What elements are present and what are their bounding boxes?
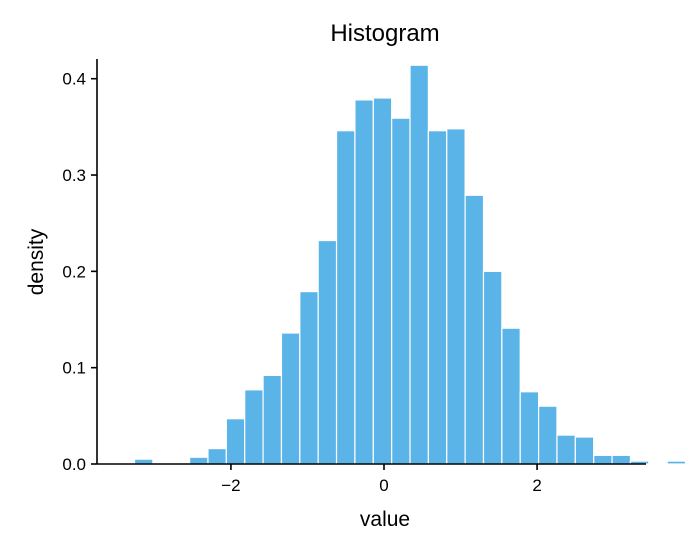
- histogram-bar: [446, 128, 466, 465]
- histogram-bar: [280, 332, 301, 465]
- histogram-bar: [611, 454, 632, 465]
- x-tick-label: −2: [221, 476, 240, 495]
- histogram-bar: [225, 418, 246, 465]
- axes-group: [96, 59, 646, 465]
- histogram-bar: [519, 391, 540, 465]
- histogram-bar: [244, 389, 264, 465]
- histogram-bar: [574, 436, 595, 465]
- histogram-bar: [335, 130, 356, 465]
- histogram-bar: [593, 454, 613, 465]
- bars-group: [133, 64, 687, 465]
- histogram-bar: [537, 405, 558, 465]
- y-tick-label: 0.2: [62, 262, 86, 281]
- histogram-bar: [464, 194, 485, 465]
- histogram-bar: [299, 290, 319, 465]
- x-axis-label: value: [360, 508, 410, 531]
- histogram-bar: [189, 456, 209, 465]
- histogram-bar: [482, 270, 503, 465]
- y-ticks-group: 0.0 0.1 0.2 0.3 0.4: [62, 70, 97, 474]
- chart-title: Histogram: [330, 20, 439, 47]
- y-tick-label: 0.0: [62, 455, 86, 474]
- histogram-bar: [207, 447, 227, 465]
- y-axis-label: density: [25, 228, 48, 295]
- histogram-bar: [372, 97, 393, 465]
- histogram-bar: [409, 64, 429, 465]
- histogram-bar: [391, 117, 411, 465]
- y-tick-label: 0.1: [62, 359, 86, 378]
- histogram-bar: [501, 327, 521, 465]
- x-ticks-group: −2 0 2: [221, 464, 542, 495]
- x-tick-label: 2: [532, 476, 541, 495]
- histogram-bar: [666, 460, 687, 465]
- histogram-bar: [354, 99, 374, 465]
- histogram-bar: [556, 434, 576, 465]
- x-tick-label: 0: [379, 476, 388, 495]
- histogram-bar: [427, 130, 448, 465]
- y-tick-label: 0.3: [62, 166, 86, 185]
- y-tick-label: 0.4: [62, 70, 86, 89]
- histogram-bar: [648, 462, 668, 465]
- histogram-bar: [262, 374, 283, 465]
- histogram-bar: [317, 239, 338, 465]
